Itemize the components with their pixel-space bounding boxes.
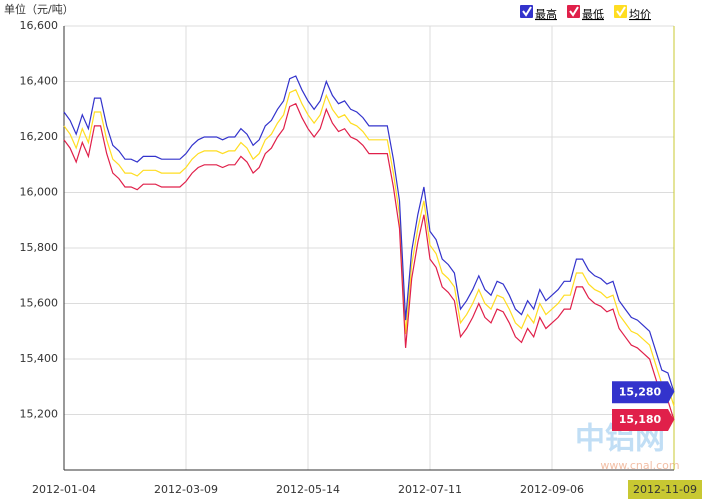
x-tick-label: 2012-03-09 [154, 483, 218, 496]
x-tick-label: 2012-01-04 [32, 483, 96, 496]
x-tick-label: 2012-11-09 [633, 483, 697, 496]
y-tick-label: 16,200 [20, 130, 59, 143]
watermark-url: www.cnal.com [600, 459, 679, 472]
chart-title: 单位（元/吨） [4, 2, 74, 16]
y-tick-label: 15,600 [20, 297, 59, 310]
series-line [63, 75, 675, 393]
legend-label: 均价 [629, 8, 651, 21]
legend-item[interactable]: 均价 [614, 5, 651, 21]
y-tick-label: 15,800 [20, 241, 59, 254]
value-label: 15,180 [619, 413, 662, 426]
y-tick-label: 15,200 [20, 408, 59, 421]
series-line [63, 102, 675, 421]
value-tag [612, 381, 674, 404]
y-tick-label: 16,000 [20, 186, 59, 199]
y-tick-label: 16,600 [20, 19, 59, 32]
x-tick-label: 2012-09-06 [520, 483, 584, 496]
value-label: 15,280 [619, 385, 662, 398]
value-tag [612, 409, 674, 432]
legend-check [616, 6, 626, 17]
series-line [63, 89, 675, 407]
x-tick-label: 2012-07-11 [398, 483, 462, 496]
legend-label: 最低 [582, 8, 604, 21]
legend-item[interactable]: 最高 [520, 5, 557, 21]
legend-check [522, 6, 532, 17]
x-tick-label: 2012-05-14 [276, 483, 340, 496]
x-label-highlight [628, 480, 702, 499]
y-tick-label: 16,400 [20, 75, 59, 88]
y-tick-label: 15,400 [20, 352, 59, 365]
legend-check [569, 6, 579, 17]
legend-label: 最高 [535, 7, 557, 21]
legend-item[interactable]: 最低 [567, 5, 604, 21]
